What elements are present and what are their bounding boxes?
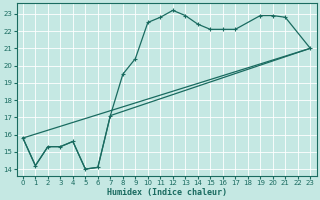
X-axis label: Humidex (Indice chaleur): Humidex (Indice chaleur): [107, 188, 227, 197]
